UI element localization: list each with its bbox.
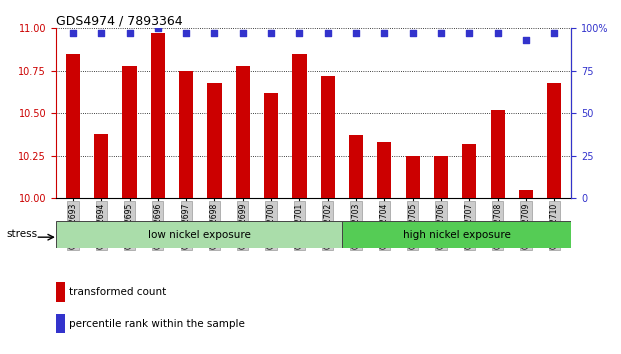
Point [209,30,219,36]
Point [521,38,531,43]
Bar [406,156,420,354]
FancyBboxPatch shape [342,221,571,248]
Point [68,30,78,36]
Bar [94,134,108,354]
Point [323,30,333,36]
Bar [56,314,65,333]
Text: low nickel exposure: low nickel exposure [148,229,250,240]
Bar [151,33,165,354]
Text: stress: stress [6,229,37,239]
Bar [491,110,505,354]
Bar [179,71,193,354]
Bar [547,83,561,354]
Bar [292,54,307,354]
Point [436,30,446,36]
Text: transformed count: transformed count [70,287,166,297]
Bar [378,142,391,354]
Point [351,30,361,36]
Text: percentile rank within the sample: percentile rank within the sample [70,319,245,329]
Bar [264,93,278,354]
Bar [56,282,65,302]
Bar [320,76,335,354]
Point [238,30,248,36]
Point [408,30,418,36]
Point [294,30,304,36]
Bar [122,66,137,354]
Text: high nickel exposure: high nickel exposure [403,229,510,240]
Bar [434,156,448,354]
Point [379,30,389,36]
Bar [66,54,80,354]
Point [492,30,502,36]
Point [96,30,106,36]
Point [181,30,191,36]
Bar [349,135,363,354]
Bar [519,190,533,354]
Text: GDS4974 / 7893364: GDS4974 / 7893364 [56,14,183,27]
Point [125,30,135,36]
Point [266,30,276,36]
Point [153,25,163,31]
Bar [236,66,250,354]
Bar [462,144,476,354]
Point [550,30,560,36]
FancyBboxPatch shape [56,221,342,248]
Point [465,30,474,36]
Bar [207,83,222,354]
